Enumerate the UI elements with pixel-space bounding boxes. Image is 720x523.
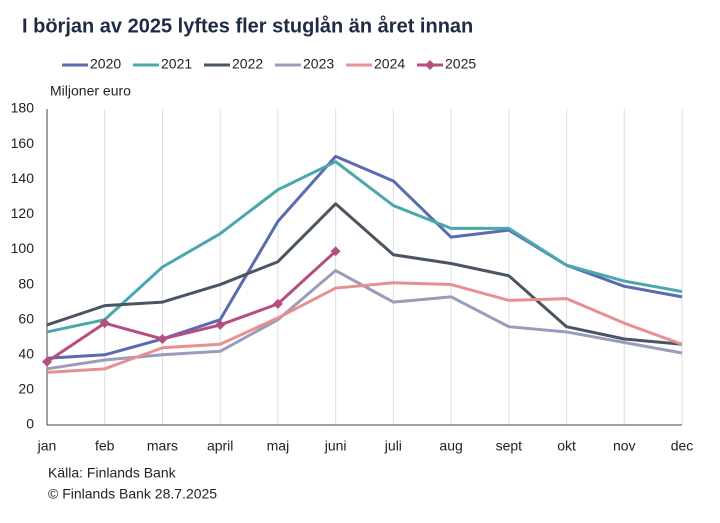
legend-label: 2025 — [445, 56, 476, 72]
legend-label: 2022 — [232, 56, 263, 72]
data-point — [272, 298, 283, 309]
y-tick-label: 40 — [18, 345, 34, 361]
y-tick-label: 180 — [11, 100, 35, 116]
x-tick-label: sept — [496, 438, 523, 454]
data-point — [215, 319, 226, 330]
data-point — [157, 333, 168, 344]
legend-marker — [425, 60, 435, 70]
x-tick-label: dec — [671, 438, 694, 454]
series-line — [46, 160, 683, 334]
x-tick-label: maj — [267, 438, 290, 454]
x-tick-label: juli — [384, 438, 402, 454]
data-point — [42, 356, 52, 367]
series-line — [46, 202, 683, 346]
legend-label: 2021 — [161, 56, 192, 72]
x-tick-label: april — [207, 438, 233, 454]
y-axis-label: Miljoner euro — [50, 83, 131, 99]
y-tick-label: 160 — [11, 135, 35, 151]
x-tick-label: nov — [613, 438, 636, 454]
legend-label: 2020 — [90, 56, 121, 72]
legend-label: 2023 — [303, 56, 334, 72]
series-line — [46, 154, 683, 360]
y-tick-label: 100 — [11, 240, 35, 256]
data-point — [330, 246, 341, 257]
y-tick-label: 20 — [18, 381, 34, 397]
series-line — [46, 250, 337, 364]
source: Källa: Finlands Bank — [48, 465, 177, 481]
chart-title: I början av 2025 lyftes fler stuglån än … — [22, 14, 473, 37]
y-tick-label: 140 — [11, 170, 35, 186]
series-line — [46, 281, 683, 374]
x-tick-label: aug — [439, 438, 462, 454]
x-tick-label: juni — [324, 438, 347, 454]
y-tick-label: 80 — [18, 275, 34, 291]
copyright: © Finlands Bank 28.7.2025 — [48, 486, 217, 502]
y-tick-label: 60 — [18, 310, 34, 326]
x-tick-label: feb — [95, 438, 115, 454]
legend-label: 2024 — [374, 56, 405, 72]
y-tick-label: 0 — [26, 416, 34, 432]
x-tick-label: okt — [557, 438, 576, 454]
x-tick-label: jan — [37, 438, 57, 454]
x-tick-label: mars — [147, 438, 178, 454]
y-tick-label: 120 — [11, 205, 35, 221]
data-point — [99, 318, 110, 329]
